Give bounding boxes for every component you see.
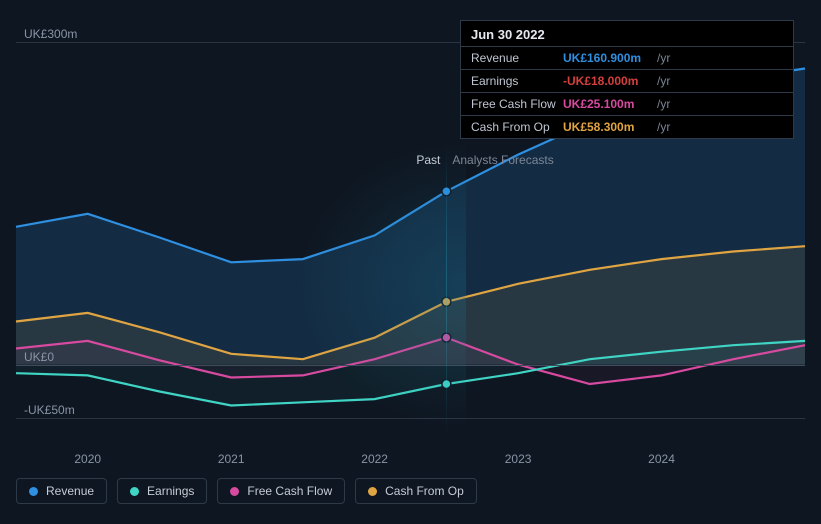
past-forecast-divider [446, 140, 447, 440]
legend-dot-icon [368, 487, 377, 496]
tooltip-row-earnings: Earnings-UK£18.000m/yr [461, 69, 793, 92]
tooltip-row-revenue: RevenueUK£160.900m/yr [461, 46, 793, 69]
legend-dot-icon [230, 487, 239, 496]
legend-dot-icon [130, 487, 139, 496]
tooltip-row-label: Cash From Op [471, 120, 563, 134]
tooltip-row-label: Earnings [471, 74, 563, 88]
forecast-label: Analysts Forecasts [452, 153, 553, 167]
legend-item-label: Earnings [147, 484, 194, 498]
legend-item-cash_from_op[interactable]: Cash From Op [355, 478, 477, 504]
chart-legend: Revenue Earnings Free Cash Flow Cash From O… [16, 478, 477, 504]
x-tick-label: 2024 [648, 452, 675, 466]
legend-item-earnings[interactable]: Earnings [117, 478, 207, 504]
tooltip-row-unit: /yr [657, 97, 670, 111]
tooltip-row-unit: /yr [657, 74, 670, 88]
tooltip-row-value: UK£25.100m [563, 97, 653, 111]
tooltip-row-unit: /yr [657, 120, 670, 134]
financials-chart: Jun 30 2022 RevenueUK£160.900m/yrEarning… [16, 20, 805, 460]
legend-item-label: Cash From Op [385, 484, 464, 498]
x-tick-label: 2023 [505, 452, 532, 466]
tooltip-row-cash_from_op: Cash From OpUK£58.300m/yr [461, 115, 793, 138]
y-tick-label: -UK£50m [24, 403, 75, 417]
legend-item-free_cash_flow[interactable]: Free Cash Flow [217, 478, 345, 504]
tooltip-row-value: -UK£18.000m [563, 74, 653, 88]
past-region-glow [296, 140, 466, 430]
y-tick-label: UK£0 [24, 350, 54, 364]
tooltip-row-label: Free Cash Flow [471, 97, 563, 111]
x-tick-label: 2021 [218, 452, 245, 466]
chart-tooltip: Jun 30 2022 RevenueUK£160.900m/yrEarning… [460, 20, 794, 139]
legend-item-revenue[interactable]: Revenue [16, 478, 107, 504]
legend-item-label: Revenue [46, 484, 94, 498]
x-tick-label: 2022 [361, 452, 388, 466]
tooltip-row-label: Revenue [471, 51, 563, 65]
past-label: Past [412, 153, 440, 167]
legend-dot-icon [29, 487, 38, 496]
tooltip-row-value: UK£160.900m [563, 51, 653, 65]
tooltip-row-free_cash_flow: Free Cash FlowUK£25.100m/yr [461, 92, 793, 115]
x-tick-label: 2020 [74, 452, 101, 466]
legend-item-label: Free Cash Flow [247, 484, 332, 498]
tooltip-row-value: UK£58.300m [563, 120, 653, 134]
tooltip-title: Jun 30 2022 [461, 21, 793, 46]
tooltip-row-unit: /yr [657, 51, 670, 65]
y-tick-label: UK£300m [24, 27, 77, 41]
